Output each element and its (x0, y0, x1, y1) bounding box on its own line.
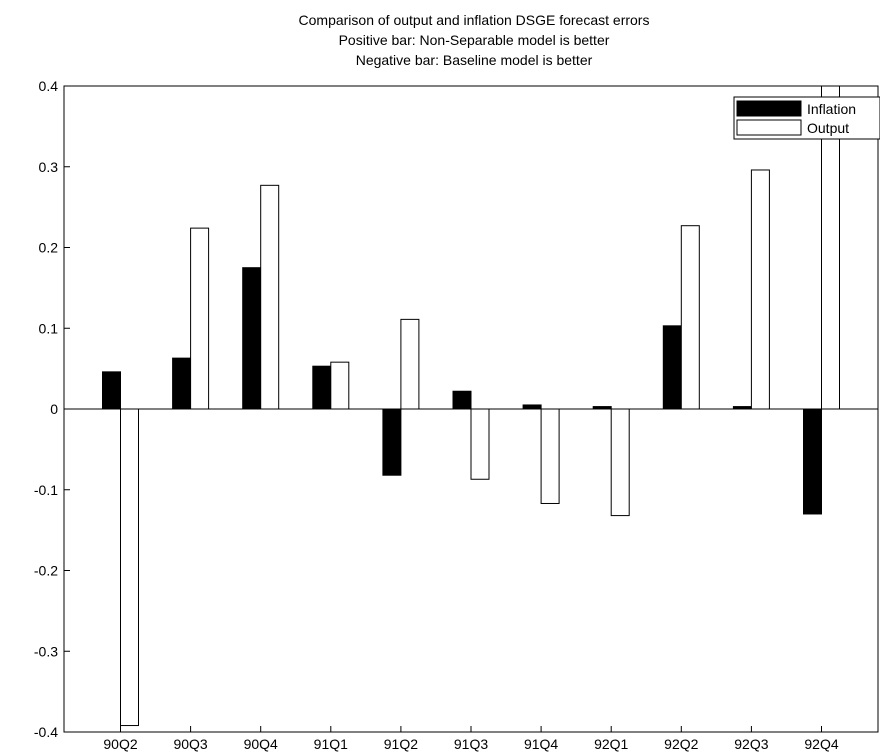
bar-output-90q4 (260, 184, 280, 410)
legend-swatch-inflation (736, 100, 802, 117)
y-tick-label: 0.4 (39, 78, 59, 94)
x-tick-label: 91Q1 (314, 736, 348, 752)
legend: Inflation Output (733, 96, 880, 140)
bar-output-90q3 (190, 227, 210, 410)
x-tick-label: 91Q4 (524, 736, 558, 752)
y-tick-label: -0.2 (34, 563, 58, 579)
bar-inflation-92q1 (592, 406, 612, 410)
bar-inflation-92q3 (732, 406, 752, 410)
chart-subtitle-2: Negative bar: Baseline model is better (356, 52, 593, 68)
legend-label-inflation: Inflation (807, 101, 856, 117)
bar-inflation-90q4 (242, 267, 262, 410)
bar-inflation-91q4 (522, 404, 542, 410)
bar-output-91q1 (330, 361, 350, 410)
bar-output-91q2 (400, 318, 420, 410)
bar-inflation-91q3 (452, 390, 472, 410)
y-tick-label: 0 (50, 401, 58, 417)
y-tick-label: -0.1 (34, 482, 58, 498)
bar-inflation-90q2 (102, 371, 121, 410)
x-tick-label: 90Q3 (173, 736, 207, 752)
bar-output-92q2 (680, 225, 700, 410)
chart-titles: Comparison of output and inflation DSGE … (299, 12, 650, 68)
x-tick-label: 92Q2 (664, 736, 698, 752)
legend-swatch-output (736, 119, 802, 136)
legend-label-output: Output (807, 120, 849, 136)
y-tick-label: -0.4 (34, 724, 58, 740)
y-tick-label: -0.3 (34, 643, 58, 659)
bar-output-91q4 (540, 408, 560, 504)
x-tick-label: 90Q2 (103, 736, 137, 752)
x-tick-label: 90Q4 (244, 736, 278, 752)
bar-inflation-92q4 (803, 408, 822, 515)
y-tick-label: 0.3 (39, 159, 59, 175)
x-tick-label: 92Q4 (804, 736, 838, 752)
chart-subtitle-1: Positive bar: Non-Separable model is bet… (339, 32, 610, 48)
bar-output-91q3 (470, 408, 490, 480)
bar-output-92q3 (750, 169, 770, 410)
bar-inflation-90q3 (172, 357, 192, 410)
bar-inflation-92q2 (662, 325, 682, 410)
x-tick-label: 92Q3 (734, 736, 768, 752)
x-tick-label: 91Q2 (384, 736, 418, 752)
bar-inflation-91q2 (382, 408, 402, 476)
x-tick-label: 92Q1 (594, 736, 628, 752)
bar-output-92q4 (821, 85, 840, 410)
plot-area: -0.4 -0.3 -0.2 -0.1 0 0.1 0.2 0.3 0.4 90Q2 90Q3 90Q… (34, 78, 879, 752)
bar-output-90q2 (120, 408, 139, 727)
x-tick-label: 91Q3 (454, 736, 488, 752)
y-tick-label: 0.1 (39, 320, 59, 336)
bar-inflation-91q1 (312, 365, 332, 410)
y-tick-label: 0.2 (39, 240, 59, 256)
chart-title: Comparison of output and inflation DSGE … (299, 12, 650, 28)
bar-output-92q1 (610, 408, 630, 517)
